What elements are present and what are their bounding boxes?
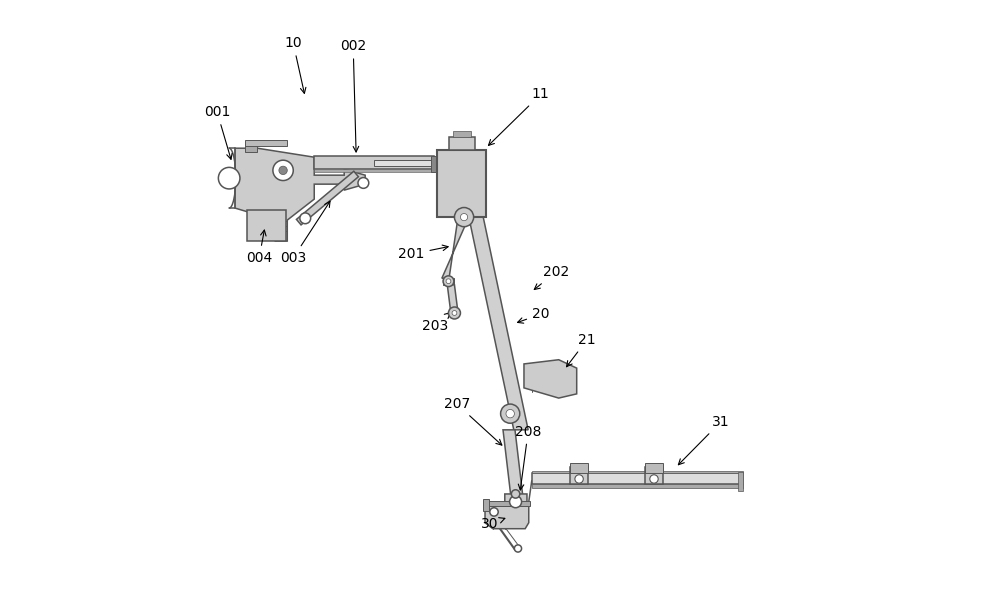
Polygon shape	[447, 285, 458, 313]
Bar	[247, 210, 286, 241]
Polygon shape	[235, 148, 365, 241]
Circle shape	[510, 496, 522, 507]
Bar	[443, 278, 454, 285]
Text: 003: 003	[280, 201, 330, 265]
Bar	[245, 140, 287, 146]
Bar	[431, 156, 436, 172]
Bar	[437, 150, 486, 217]
Polygon shape	[503, 430, 523, 496]
Bar	[532, 473, 743, 484]
Circle shape	[506, 409, 514, 418]
Circle shape	[460, 214, 468, 221]
Text: 20: 20	[518, 307, 549, 323]
Text: 002: 002	[340, 39, 366, 152]
Polygon shape	[505, 494, 527, 512]
Polygon shape	[524, 360, 577, 398]
Bar	[738, 472, 743, 491]
Text: 203: 203	[422, 312, 450, 333]
Text: 30: 30	[481, 517, 505, 531]
Bar	[532, 471, 743, 473]
Bar	[570, 467, 588, 484]
Text: 10: 10	[284, 36, 306, 93]
Bar	[483, 498, 489, 510]
Circle shape	[452, 311, 457, 315]
Circle shape	[446, 279, 451, 284]
Bar	[532, 484, 743, 488]
Text: 31: 31	[678, 415, 729, 465]
Circle shape	[358, 178, 369, 188]
Circle shape	[454, 208, 474, 227]
Text: 004: 004	[246, 230, 272, 265]
Bar	[314, 169, 434, 172]
Bar	[570, 464, 588, 473]
Circle shape	[279, 166, 287, 175]
Circle shape	[575, 475, 583, 483]
Bar	[645, 467, 663, 484]
Text: 208: 208	[515, 424, 541, 490]
Bar	[374, 160, 434, 166]
Text: 202: 202	[534, 265, 569, 290]
Circle shape	[650, 475, 658, 483]
Bar	[296, 171, 358, 225]
Text: 21: 21	[567, 333, 596, 367]
Text: 001: 001	[204, 105, 232, 160]
Circle shape	[448, 307, 460, 319]
Polygon shape	[442, 217, 469, 278]
Bar	[245, 144, 257, 152]
Bar	[483, 501, 530, 506]
Polygon shape	[485, 506, 529, 529]
Circle shape	[218, 167, 240, 189]
Bar	[453, 131, 471, 137]
Circle shape	[273, 160, 293, 181]
Circle shape	[300, 213, 311, 224]
Bar	[645, 464, 663, 473]
Text: 201: 201	[398, 245, 448, 261]
Bar	[449, 137, 475, 150]
Circle shape	[443, 276, 454, 287]
Text: 11: 11	[488, 87, 550, 146]
Circle shape	[490, 507, 498, 516]
Circle shape	[514, 545, 522, 552]
Polygon shape	[469, 217, 528, 430]
Circle shape	[511, 490, 520, 498]
Bar	[314, 156, 434, 169]
Text: 207: 207	[444, 397, 502, 445]
Circle shape	[501, 404, 520, 423]
